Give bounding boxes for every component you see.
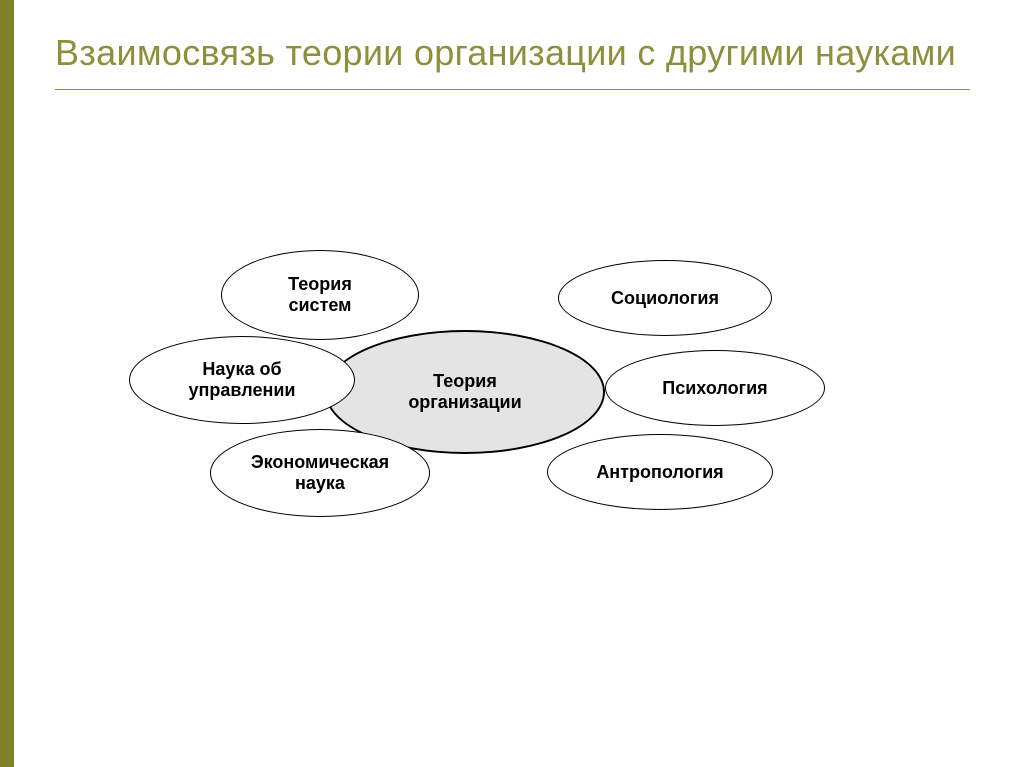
satellite-management: Наука об управлении: [129, 336, 355, 424]
satellite-systems: Теория систем: [221, 250, 419, 340]
satellite-sociology: Социология: [558, 260, 772, 336]
satellite-psychology-label: Психология: [662, 378, 767, 399]
satellite-psychology: Психология: [605, 350, 825, 426]
satellite-management-label: Наука об управлении: [189, 359, 296, 400]
center-ellipse-label: Теория организации: [408, 371, 521, 412]
satellite-anthro-label: Антропология: [596, 462, 723, 483]
satellite-sociology-label: Социология: [611, 288, 719, 309]
satellite-anthro: Антропология: [547, 434, 773, 510]
satellite-economics: Экономическая наука: [210, 429, 430, 517]
satellite-economics-label: Экономическая наука: [251, 452, 389, 493]
venn-diagram: Теория организации Теория систем Социологи…: [0, 0, 1024, 767]
slide: Взаимосвязь теории организации с другими…: [0, 0, 1024, 767]
satellite-systems-label: Теория систем: [288, 274, 352, 315]
